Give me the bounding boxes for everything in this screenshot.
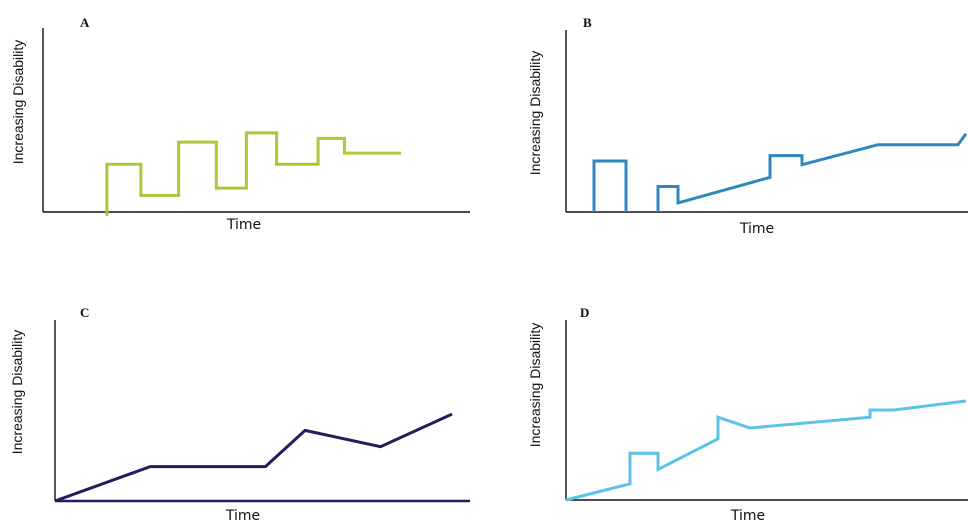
panel-a-x-label: Time (226, 217, 261, 233)
panel-c: C Time Increasing Disability (9, 305, 470, 523)
panel-d-x-label: Time (730, 508, 765, 523)
panel-d-y-label: Increasing Disability (527, 323, 543, 448)
panel-c-series-line (54, 412, 453, 503)
panel-b-series-line-2 (656, 132, 968, 212)
panel-d: D Time Increasing Disability (527, 305, 968, 523)
panel-b-series-line-1 (592, 159, 628, 212)
panel-b-title: B (583, 15, 592, 30)
panel-a-title: A (80, 15, 90, 30)
panel-b-x-label: Time (739, 221, 774, 237)
panel-c-title: C (80, 305, 89, 320)
panel-b: B Time Increasing Disability (527, 15, 968, 237)
panel-a-series-line (105, 131, 401, 216)
panel-d-series-line (565, 399, 967, 502)
panel-a: A Time Increasing Disability (10, 15, 470, 233)
panel-d-title: D (580, 305, 589, 320)
panel-a-y-label: Increasing Disability (10, 40, 26, 165)
panel-c-y-label: Increasing Disability (9, 330, 25, 455)
panel-c-x-label: Time (225, 508, 260, 523)
panel-b-y-label: Increasing Disability (527, 51, 543, 176)
